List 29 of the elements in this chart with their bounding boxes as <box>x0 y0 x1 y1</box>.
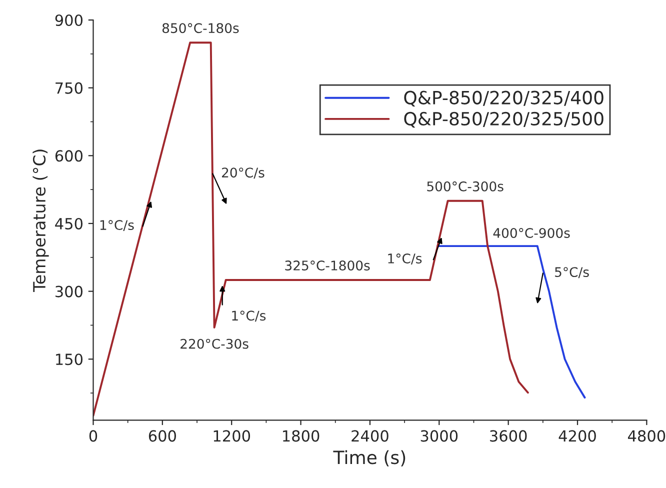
x-tick-label: 3600 <box>490 430 527 442</box>
legend-label: Q&P-850/220/325/400 <box>404 90 604 107</box>
x-tick-label: 0 <box>89 430 98 442</box>
x-tick-label: 600 <box>148 430 176 442</box>
y-tick-label: 150 <box>56 354 83 366</box>
legend-label: Q&P-850/220/325/500 <box>404 112 604 128</box>
y-tick-label: 900 <box>55 14 83 26</box>
annotation: 1°C/s <box>388 254 422 265</box>
annotation: 500°C-300s <box>427 181 504 192</box>
y-tick-label: 300 <box>56 286 83 298</box>
y-tick-label: 600 <box>55 150 83 162</box>
x-tick-label: 1800 <box>283 430 320 442</box>
x-tick-label: 3000 <box>420 430 458 442</box>
annotation: 220°C-30s <box>180 338 248 349</box>
annotation: 5°C/s <box>555 267 589 278</box>
annotation: 20°C/s <box>222 168 264 179</box>
x-tick-label: 4800 <box>628 430 666 442</box>
x-tick-label: 1200 <box>214 430 250 442</box>
annotation: 1°C/s <box>232 310 266 322</box>
x-axis-title: Time (s) <box>333 450 406 466</box>
y-axis-title: Temperature (°C) <box>32 150 49 292</box>
y-tick-label: 750 <box>56 82 83 94</box>
annotation: 850°C-180s <box>162 23 239 34</box>
annotation: 400°C-900s <box>493 228 570 238</box>
x-tick-label: 4200 <box>558 430 596 442</box>
annotation: 325°C-1800s <box>285 260 370 270</box>
x-tick-label: 2400 <box>352 430 388 442</box>
y-tick-label: 450 <box>55 218 83 230</box>
annotation: 1°C/s <box>100 220 134 232</box>
